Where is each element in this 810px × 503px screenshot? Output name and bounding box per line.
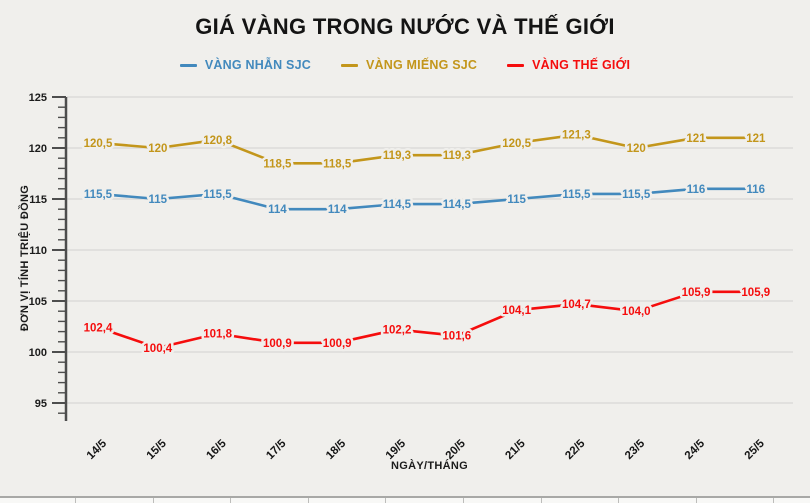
data-label-vang-the-gioi: 100,9 [323, 338, 352, 350]
data-label-vang-mieng-sjc: 118,5 [263, 158, 292, 170]
x-tick-label: 25/5 [743, 437, 768, 462]
data-label-vang-nhan-sjc: 114 [268, 204, 287, 216]
legend-dash-icon [507, 63, 525, 67]
data-label-vang-nhan-sjc: 115 [507, 194, 526, 206]
x-tick-label: 20/5 [444, 437, 469, 462]
data-label-vang-mieng-sjc: 121 [746, 133, 766, 145]
legend-label: VÀNG MIẾNG SJC [365, 58, 478, 72]
data-label-vang-nhan-sjc: 115,5 [204, 189, 233, 201]
data-label-vang-mieng-sjc: 121,3 [562, 130, 591, 142]
x-tick-label: 21/5 [503, 437, 528, 462]
x-tick-label: 24/5 [683, 437, 708, 462]
legend-item-vang-the-gioi: VÀNG THẾ GIỚI [507, 58, 630, 72]
data-label-vang-the-gioi: 100,4 [143, 343, 172, 355]
data-label-vang-mieng-sjc: 119,3 [443, 150, 471, 162]
legend-dash-icon [179, 63, 197, 67]
data-label-vang-mieng-sjc: 120 [148, 143, 167, 155]
x-tick-label: 22/5 [563, 437, 588, 462]
table-column-divider [307, 498, 309, 503]
legend: VÀNG NHẪN SJC VÀNG MIẾNG SJC VÀNG THẾ GIỚI [0, 58, 810, 72]
data-label-vang-the-gioi: 102,4 [84, 323, 113, 335]
data-label-vang-nhan-sjc: 115,5 [562, 189, 591, 201]
data-label-vang-the-gioi: 101,6 [442, 331, 471, 343]
table-top-edge [0, 496, 810, 503]
table-column-divider [385, 498, 387, 503]
series-line-vang-the-gioi [96, 290, 758, 350]
data-label-vang-mieng-sjc: 120,8 [203, 135, 232, 147]
data-label-vang-nhan-sjc: 116 [747, 184, 766, 196]
table-column-divider [75, 498, 76, 503]
series-line-vang-nhan-sjc [96, 187, 758, 211]
y-tick-label: 100 [29, 347, 47, 359]
data-label-vang-the-gioi: 104,1 [502, 305, 531, 317]
table-column-divider [463, 498, 464, 503]
y-tick-label: 120 [29, 143, 47, 155]
legend-label: VÀNG THẾ GIỚI [532, 58, 631, 72]
table-column-divider [540, 498, 542, 503]
data-label-vang-mieng-sjc: 119,3 [383, 150, 411, 162]
table-column-divider [618, 498, 620, 503]
x-tick-label: 17/5 [264, 437, 289, 462]
data-label-vang-nhan-sjc: 114,5 [383, 199, 412, 211]
y-tick-label: 125 [29, 92, 47, 104]
data-label-vang-the-gioi: 102,2 [383, 325, 412, 337]
y-tick-label: 95 [35, 398, 47, 410]
x-tick-label: 16/5 [204, 437, 229, 462]
data-label-vang-the-gioi: 100,9 [263, 338, 292, 350]
data-label-vang-mieng-sjc: 120 [627, 143, 646, 155]
y-tick-label: 105 [29, 296, 47, 308]
data-label-vang-the-gioi: 105,9 [741, 287, 770, 299]
y-axis-title: ĐƠN VỊ TÍNH TRIỆU ĐỒNG [18, 185, 31, 331]
legend-dash-icon [340, 63, 358, 67]
data-label-vang-mieng-sjc: 118,5 [323, 158, 352, 170]
data-label-vang-mieng-sjc: 121 [686, 133, 706, 145]
data-label-vang-the-gioi: 104,7 [562, 299, 591, 311]
data-label-vang-mieng-sjc: 120,5 [502, 138, 531, 150]
legend-label: VÀNG NHẪN SJC [204, 58, 311, 72]
data-label-vang-nhan-sjc: 114,5 [443, 199, 472, 211]
x-tick-label: 23/5 [623, 437, 648, 462]
table-column-divider [230, 498, 232, 503]
x-tick-label: 15/5 [145, 437, 170, 462]
series-line-vang-mieng-sjc [96, 133, 758, 165]
table-column-divider [773, 498, 775, 503]
data-label-vang-mieng-sjc: 120,5 [84, 138, 113, 150]
y-tick-label: 110 [29, 245, 47, 257]
data-label-vang-nhan-sjc: 115 [149, 194, 168, 206]
chart-title: GIÁ VÀNG TRONG NƯỚC VÀ THẾ GIỚI [195, 14, 615, 39]
data-label-vang-the-gioi: 105,9 [682, 287, 711, 299]
table-column-divider [695, 498, 697, 503]
data-label-vang-nhan-sjc: 115,5 [622, 189, 651, 201]
x-tick-label: 18/5 [324, 437, 349, 462]
data-label-vang-nhan-sjc: 116 [687, 184, 706, 196]
data-label-vang-nhan-sjc: 115,5 [84, 189, 113, 201]
data-label-vang-nhan-sjc: 114 [328, 204, 347, 216]
table-column-divider [152, 498, 154, 503]
x-tick-label: 14/5 [85, 437, 110, 462]
data-label-vang-the-gioi: 104,0 [622, 306, 651, 318]
data-label-vang-the-gioi: 101,8 [203, 329, 232, 341]
x-tick-label: 19/5 [384, 437, 409, 462]
x-axis-title: NGÀY/THÁNG [391, 459, 468, 472]
y-tick-label: 115 [29, 194, 47, 206]
legend-item-vang-nhan-sjc: VÀNG NHẪN SJC [179, 58, 311, 72]
legend-item-vang-mieng-sjc: VÀNG MIẾNG SJC [340, 58, 478, 72]
